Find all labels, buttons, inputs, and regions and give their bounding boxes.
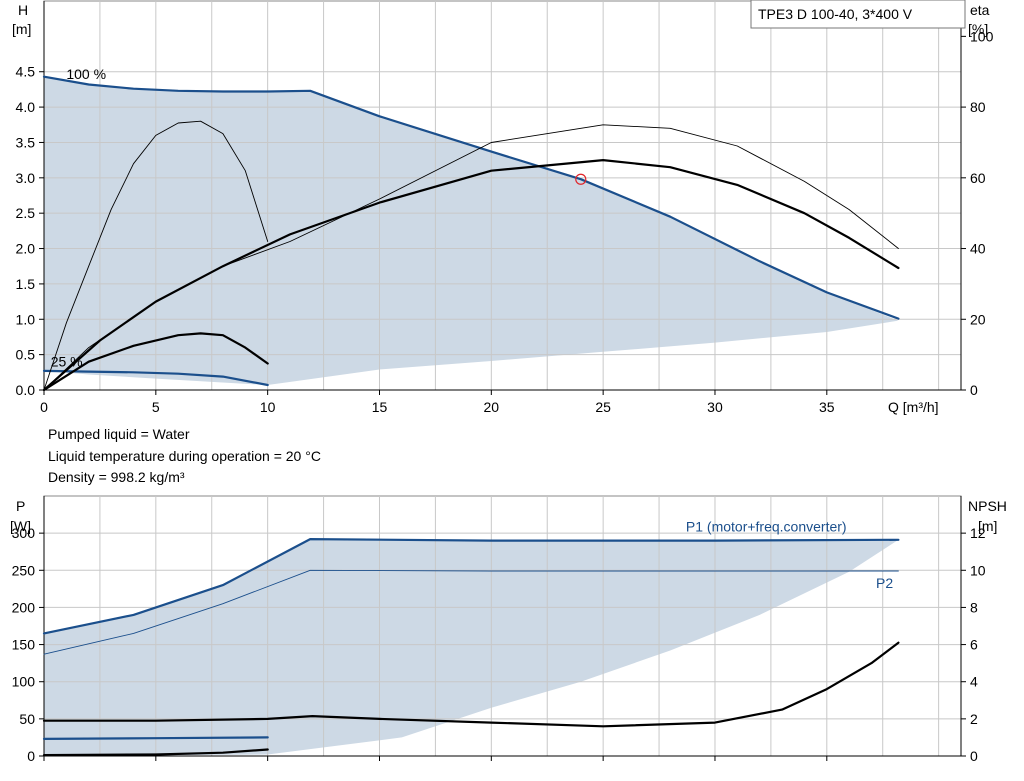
top-y2tick-label: 20 (970, 311, 986, 327)
series-100- (42, 75, 900, 320)
series-npsh (42, 641, 900, 728)
power-npsh-plot: 0 50 100 150 200 250 300 0 2 4 6 8 10 12 P1 (motor+fre… (12, 495, 986, 764)
series-p1-25 (42, 736, 269, 740)
series-eta-25 (42, 332, 269, 392)
top-y2tick-label: 0 (970, 382, 978, 398)
series-eta-25-thin (43, 120, 269, 391)
duty-point-marker (575, 173, 587, 185)
series-25- (42, 369, 269, 387)
top-ytick-label: 3.5 (16, 134, 36, 150)
top-xtick-label: 10 (260, 399, 276, 415)
bottom-ylabel-p: P (16, 498, 25, 514)
title-box: TPE3 D 100-40, 3*400 V (750, 0, 966, 29)
top-ytick-label: 2.5 (16, 205, 36, 221)
top-ytick-label: 0.5 (16, 347, 36, 363)
series-npsh-25 (42, 748, 269, 757)
note-pumped-liquid: Pumped liquid = Water (48, 426, 190, 442)
note-liquid-temperature: Liquid temperature during operation = 20… (48, 448, 321, 464)
bottom-y2tick-label: 10 (970, 562, 986, 578)
series-p1-motor-freq-converter- (42, 538, 900, 635)
top-ylabel-h: H (18, 2, 28, 18)
bottom-ytick-label: 200 (12, 599, 36, 615)
series-eta-100 (43, 124, 899, 391)
top-ytick-label: 3.0 (16, 170, 36, 186)
bottom-ytick-label: 300 (12, 525, 36, 541)
top-ytick-label: 1.0 (16, 311, 36, 327)
top-xlabel: Q [m³/h] (888, 399, 939, 415)
bottom-y2tick-label: 8 (970, 599, 978, 615)
top-xtick-label: 15 (372, 399, 388, 415)
top-y2label-eta: eta (970, 2, 990, 18)
bottom-ytick-label: 100 (12, 674, 36, 690)
top-y2tick-label: 80 (970, 99, 986, 115)
bottom-ytick-label: 250 (12, 562, 36, 578)
top-operating-area (44, 76, 899, 386)
series-p2 (43, 569, 899, 655)
top-y2label-unit: [%] (968, 21, 988, 37)
top-ytick-label: 0.0 (16, 382, 36, 398)
series-label: P1 (motor+freq.converter) (686, 519, 847, 535)
top-ylabel-unit: [m] (12, 21, 31, 37)
series-label: P2 (876, 575, 893, 591)
top-y2tick-label: 60 (970, 170, 986, 186)
curve-annotation: 100 % (66, 66, 106, 82)
top-xtick-label: 5 (152, 399, 160, 415)
curve-annotation: 25 % (51, 354, 83, 370)
bottom-ylabel-unit: [W] (10, 518, 31, 534)
top-y2tick-label: 40 (970, 241, 986, 257)
top-ytick-label: 4.5 (16, 64, 36, 80)
top-xtick-label: 0 (40, 399, 48, 415)
head-efficiency-plot: 0.0 0.5 1.0 1.5 2.0 2.5 3.0 3.5 4.0 4.5 0 20 40 60 80 1… (16, 0, 994, 415)
top-xtick-label: 30 (707, 399, 723, 415)
top-xtick-label: 20 (484, 399, 500, 415)
bottom-y2tick-label: 12 (970, 525, 986, 541)
bottom-ytick-label: 0 (27, 748, 35, 764)
top-y2tick-label: 100 (970, 28, 994, 44)
bottom-ytick-label: 150 (12, 637, 36, 653)
top-ytick-label: 1.5 (16, 276, 36, 292)
top-ytick-label: 4.0 (16, 99, 36, 115)
note-density: Density = 998.2 kg/m³ (48, 469, 185, 485)
bottom-y2tick-label: 2 (970, 711, 978, 727)
bottom-operating-area (44, 539, 899, 756)
bottom-y2tick-label: 0 (970, 748, 978, 764)
bottom-y2label-unit: [m] (978, 518, 997, 534)
top-xtick-label: 35 (819, 399, 835, 415)
bottom-ytick-label: 50 (19, 711, 35, 727)
bottom-y2tick-label: 6 (970, 637, 978, 653)
bottom-y2tick-label: 4 (970, 674, 978, 690)
bottom-y2label-npsh: NPSH (968, 498, 1007, 514)
top-xtick-label: 25 (595, 399, 611, 415)
title-box-text: TPE3 D 100-40, 3*400 V (758, 6, 913, 22)
top-ytick-label: 2.0 (16, 241, 36, 257)
